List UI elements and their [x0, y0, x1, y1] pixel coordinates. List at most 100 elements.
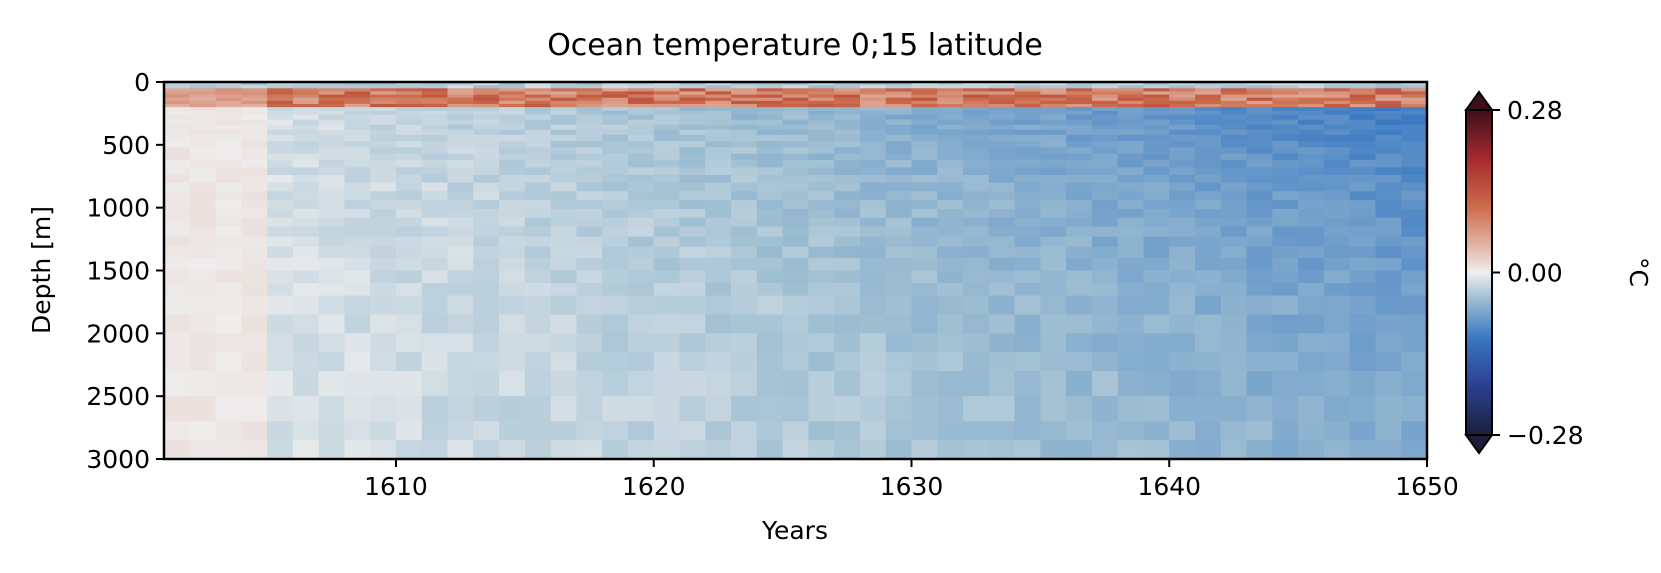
heatmap-cell — [859, 91, 887, 96]
heatmap-cell — [1272, 191, 1299, 201]
heatmap-cell — [524, 134, 552, 142]
heatmap-cell — [189, 147, 217, 155]
heatmap-cell — [937, 107, 964, 112]
heatmap-cell — [447, 110, 474, 116]
heatmap-cell — [731, 246, 758, 259]
heatmap-cell — [1195, 119, 1222, 126]
heatmap-cell — [1272, 114, 1299, 121]
heatmap-cell — [524, 208, 552, 219]
heatmap-cell — [679, 295, 706, 316]
heatmap-cell — [1143, 236, 1170, 248]
heatmap-cell — [885, 236, 913, 248]
heatmap-cell — [1014, 208, 1041, 219]
heatmap-cell — [395, 141, 423, 148]
heatmap-cell — [1401, 191, 1427, 201]
heatmap-cell — [1298, 352, 1325, 372]
heatmap-cell — [344, 295, 371, 316]
heatmap-cell — [164, 200, 191, 210]
heatmap-cell — [627, 134, 655, 142]
heatmap-cell — [782, 114, 809, 121]
heatmap-cell — [1040, 314, 1067, 334]
heatmap-cell — [602, 270, 629, 284]
heatmap-cell — [215, 85, 242, 89]
heatmap-cell — [1298, 141, 1325, 148]
heatmap-cell — [1220, 208, 1248, 219]
heatmap-cell — [395, 257, 423, 272]
heatmap-cell — [1220, 134, 1248, 142]
heatmap-cell — [550, 91, 578, 96]
heatmap-cell — [292, 124, 320, 131]
heatmap-cell — [447, 134, 474, 142]
heatmap-cell — [215, 371, 242, 397]
heatmap-cell — [1117, 371, 1145, 397]
heatmap-cell — [395, 314, 423, 334]
heatmap-cell — [1117, 208, 1145, 219]
heatmap-cell — [834, 283, 861, 297]
heatmap-cell — [1091, 174, 1119, 184]
heatmap-cell — [292, 200, 320, 210]
heatmap-cell — [550, 246, 578, 259]
heatmap-cell — [937, 119, 964, 126]
heatmap-cell — [370, 159, 397, 169]
heatmap-cell — [679, 236, 706, 248]
heatmap-cell — [963, 396, 990, 422]
heatmap-cell — [1143, 174, 1170, 184]
heatmap-cell — [782, 159, 809, 169]
heatmap-cell — [370, 226, 397, 238]
heatmap-cell — [705, 270, 732, 284]
heatmap-cell — [1375, 103, 1402, 108]
heatmap-cell — [1143, 153, 1170, 161]
heatmap-cell — [473, 124, 500, 131]
heatmap-cell — [859, 167, 887, 176]
heatmap-cell — [1246, 352, 1273, 372]
heatmap-cell — [395, 100, 423, 105]
heatmap-cell — [1169, 124, 1196, 131]
heatmap-cell — [1040, 153, 1067, 161]
heatmap-cell — [731, 88, 758, 93]
heatmap-cell — [395, 200, 423, 210]
heatmap-cell — [1246, 191, 1273, 201]
heatmap-cell — [550, 182, 578, 192]
heatmap-cell — [756, 159, 784, 169]
heatmap-cell — [1169, 129, 1196, 136]
heatmap-cell — [988, 167, 1016, 176]
heatmap-cell — [395, 182, 423, 192]
heatmap-cell — [524, 114, 552, 121]
x-tick-label: 1610 — [364, 472, 428, 501]
heatmap-cell — [782, 191, 809, 201]
heatmap-cell — [164, 107, 191, 112]
heatmap-cell — [731, 91, 758, 96]
heatmap-cell — [988, 217, 1016, 228]
heatmap-cell — [524, 174, 552, 184]
heatmap-cell — [1298, 333, 1325, 353]
heatmap-cell — [267, 85, 294, 89]
heatmap-cell — [241, 91, 268, 96]
heatmap-cell — [499, 88, 526, 93]
heatmap-cell — [1401, 314, 1427, 334]
heatmap-cell — [1220, 110, 1248, 116]
heatmap-cell — [1401, 371, 1427, 397]
heatmap-cell — [189, 352, 217, 372]
heatmap-cell — [963, 91, 990, 96]
heatmap-cell — [499, 352, 526, 372]
heatmap-cell — [164, 182, 191, 192]
heatmap-cell — [937, 440, 964, 459]
heatmap-cell — [859, 134, 887, 142]
heatmap-cell — [1091, 208, 1119, 219]
heatmap-cell — [421, 182, 449, 192]
heatmap-cell — [189, 257, 217, 272]
heatmap-cell — [318, 85, 346, 89]
heatmap-cell — [189, 182, 217, 192]
heatmap-cell — [859, 226, 887, 238]
heatmap-cell — [1298, 236, 1325, 248]
heatmap-cell — [1091, 314, 1119, 334]
heatmap-cell — [731, 191, 758, 201]
heatmap-cell — [1220, 440, 1248, 459]
heatmap-cell — [292, 94, 320, 99]
heatmap-cell — [808, 167, 835, 176]
heatmap-cell — [524, 141, 552, 148]
colorbar-extend-bottom — [1464, 434, 1494, 455]
heatmap-cell — [370, 270, 397, 284]
heatmap-cell — [1040, 371, 1067, 397]
heatmap-cell — [241, 129, 268, 136]
